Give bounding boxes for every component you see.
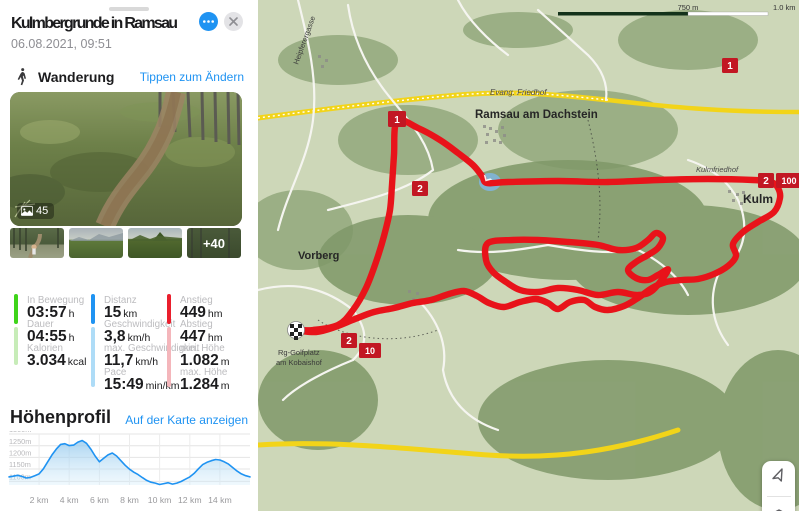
svg-text:10 km: 10 km bbox=[148, 495, 172, 505]
svg-text:4 km: 4 km bbox=[60, 495, 79, 505]
svg-text:Evang. Friedhof: Evang. Friedhof bbox=[490, 88, 547, 97]
svg-text:1: 1 bbox=[727, 61, 733, 72]
svg-text:2 km: 2 km bbox=[30, 495, 49, 505]
svg-text:1300m: 1300m bbox=[9, 431, 31, 434]
svg-text:1.0 km: 1.0 km bbox=[773, 3, 796, 12]
svg-text:2: 2 bbox=[346, 336, 352, 347]
svg-text:12 km: 12 km bbox=[178, 495, 202, 505]
svg-text:1200m: 1200m bbox=[9, 448, 31, 457]
svg-text:2: 2 bbox=[417, 184, 423, 195]
svg-text:2: 2 bbox=[763, 176, 769, 187]
svg-text:1150m: 1150m bbox=[9, 460, 31, 469]
svg-text:1250m: 1250m bbox=[9, 437, 31, 446]
svg-text:Ramsau am Dachstein: Ramsau am Dachstein bbox=[475, 109, 598, 121]
svg-text:750 m: 750 m bbox=[678, 3, 699, 12]
svg-text:Kulm: Kulm bbox=[743, 192, 773, 206]
svg-text:Rg-Golfplatz: Rg-Golfplatz bbox=[278, 348, 320, 357]
svg-text:1: 1 bbox=[394, 115, 400, 126]
svg-text:10: 10 bbox=[365, 346, 375, 356]
svg-text:100: 100 bbox=[781, 176, 796, 186]
svg-text:6 km: 6 km bbox=[90, 495, 109, 505]
svg-text:14 km: 14 km bbox=[208, 495, 232, 505]
svg-text:Kulmfriedhof: Kulmfriedhof bbox=[696, 165, 739, 174]
svg-text:am Kobaishof: am Kobaishof bbox=[276, 358, 323, 367]
svg-text:8 km: 8 km bbox=[120, 495, 139, 505]
svg-text:Vorberg: Vorberg bbox=[298, 250, 339, 262]
